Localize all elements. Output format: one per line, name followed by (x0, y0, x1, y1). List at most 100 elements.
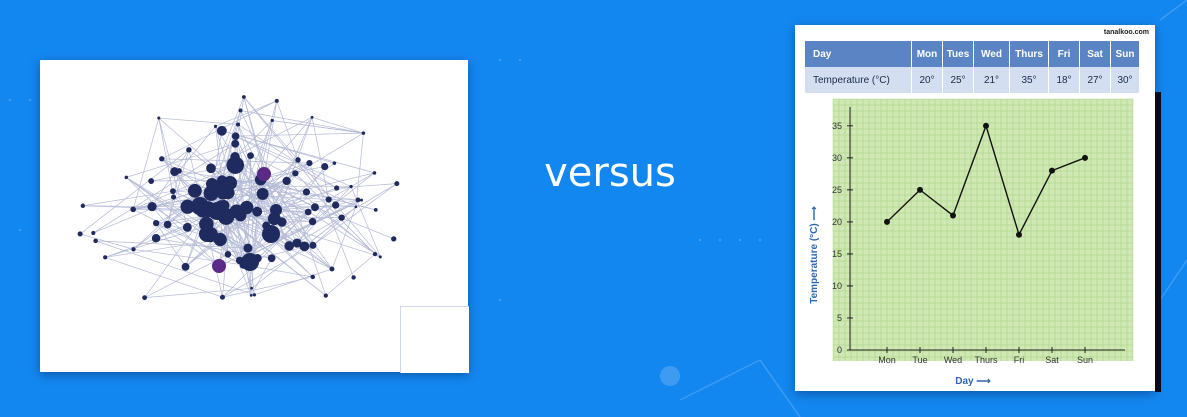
network-node (93, 238, 98, 244)
network-node (270, 204, 282, 216)
network-node (284, 241, 294, 251)
y-tick-label: 5 (837, 313, 842, 323)
network-node (231, 132, 240, 140)
grid (832, 98, 1134, 361)
network-edge (133, 206, 188, 250)
network-edge (144, 209, 209, 298)
network-edge (105, 239, 221, 258)
network-edge (185, 180, 287, 268)
network-node (252, 206, 263, 217)
network-node (124, 175, 129, 180)
table-cell: 18° (1048, 67, 1080, 93)
network-edge (82, 205, 153, 207)
network-edge (235, 136, 258, 212)
network-edge (254, 268, 333, 296)
network-node (130, 206, 136, 213)
network-edge (250, 258, 272, 296)
network-edge (259, 180, 314, 246)
network-edge (144, 287, 252, 299)
network-node (157, 116, 161, 120)
network-edge (220, 185, 359, 201)
network-node (223, 176, 237, 190)
network-edge (259, 180, 376, 211)
network-node (310, 115, 314, 119)
network-node (310, 274, 316, 280)
network-edge (211, 183, 314, 278)
line-chart: 0 5 10 15 20 25 30 35 Mon Tue Wed Thurs Fri Sat Sun Day… (809, 98, 1134, 387)
network-edge (234, 120, 273, 158)
network-node (354, 205, 358, 209)
table-cell: Thurs (1009, 41, 1049, 67)
network-node (91, 230, 96, 236)
network-node (226, 156, 245, 174)
network-edge (239, 199, 362, 261)
network-edge (151, 149, 190, 207)
network-edge (312, 172, 375, 222)
network-node (355, 197, 361, 203)
data-point (1049, 167, 1055, 174)
network-node (187, 183, 202, 198)
network-edge (132, 117, 160, 210)
table-cell: Fri (1048, 41, 1080, 67)
network-node (321, 163, 329, 171)
table-cell: Temperature (°C) (805, 67, 912, 93)
network-edge (314, 206, 394, 240)
network-node (329, 266, 335, 272)
network-node (325, 196, 332, 203)
network-node (80, 203, 86, 208)
network-node (309, 241, 317, 249)
network-node (231, 139, 240, 148)
network-node (349, 184, 353, 189)
network-node (267, 254, 276, 263)
network-edge (262, 193, 309, 213)
x-tick-label: Fri (1014, 355, 1025, 365)
temperature-chart-image: tanalkoo.com Day Mon Tues Wed Thurs Fri … (795, 25, 1155, 391)
image-edge (1155, 92, 1161, 392)
table-cell: 25° (942, 67, 974, 93)
network-edge (312, 183, 398, 246)
network-edge (297, 159, 381, 258)
table-header-row: Day Mon Tues Wed Thurs Fri Sat Sun (805, 41, 1140, 67)
table-cell: Sun (1110, 41, 1140, 67)
network-edges (79, 96, 398, 299)
y-tick-label: 25 (832, 185, 842, 195)
network-edge (105, 256, 223, 298)
network-edge (331, 206, 357, 270)
network-edge (235, 164, 316, 208)
network-edge (296, 183, 398, 244)
network-node (250, 286, 254, 290)
y-tick-label: 30 (832, 153, 842, 163)
network-edge (79, 149, 190, 235)
network-edge (304, 217, 342, 247)
network-edge (216, 209, 327, 296)
network-node (152, 219, 160, 227)
network-edge (155, 222, 186, 267)
network-node (262, 225, 280, 243)
network-edge (82, 190, 174, 207)
network-node (252, 293, 257, 297)
network-node (224, 250, 232, 258)
network-node (249, 293, 253, 297)
network-node (163, 220, 172, 229)
network-node (212, 259, 226, 273)
network-edge (215, 126, 223, 181)
network-edge (126, 177, 251, 263)
network-node (277, 217, 287, 227)
network-node (257, 167, 271, 181)
data-point (884, 218, 890, 225)
network-edge (161, 158, 313, 222)
network-node (282, 176, 291, 186)
network-edge (235, 132, 364, 137)
y-tick-label: 35 (832, 121, 842, 131)
network-edge (253, 193, 264, 259)
versus-label: versus (544, 150, 676, 196)
network-node (241, 253, 259, 271)
y-tick-label: 15 (832, 249, 842, 259)
network-node (213, 124, 218, 128)
network-edge (239, 120, 273, 261)
x-axis-label: Day ⟶ (955, 376, 991, 387)
network-node (213, 232, 227, 247)
network-edge (93, 190, 196, 234)
network-node (170, 167, 179, 176)
